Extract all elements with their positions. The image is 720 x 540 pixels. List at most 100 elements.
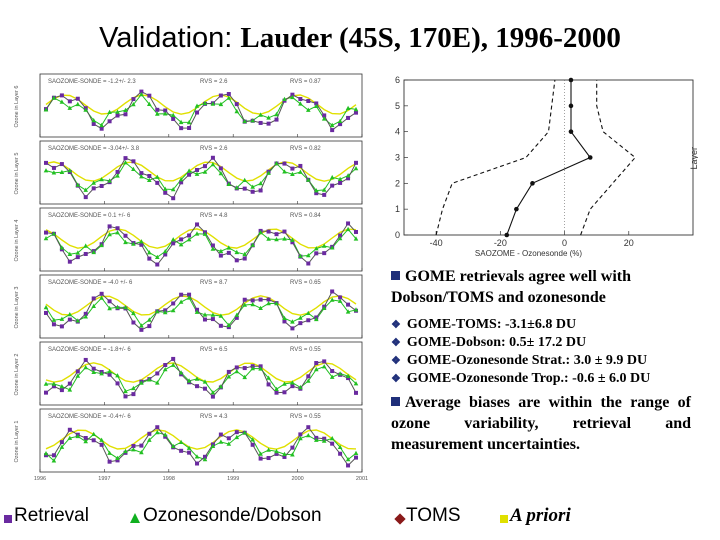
ozonesonde-marker [115,373,120,378]
retrieval-marker [155,180,160,185]
ozonesonde-marker [131,310,136,316]
ozonesonde-marker [250,118,255,123]
square-bullet-icon [391,397,400,406]
ozonesonde-marker [75,250,81,255]
retrieval-marker [163,190,168,195]
retrieval-marker [282,454,287,459]
ozonesonde-marker [218,439,224,444]
retrieval-marker [266,382,271,387]
retrieval-marker [210,243,215,248]
stats-item: ❖ GOME-Ozonesonde Strat.: 3.0 ± 9.9 DU [391,352,691,370]
ozonesonde-marker [250,301,255,307]
retrieval-marker [338,122,343,127]
retrieval-marker [354,229,358,234]
retrieval-marker [75,369,80,374]
ozonesonde-marker [67,387,73,392]
ozonesonde-marker [329,122,335,128]
retrieval-marker [163,108,168,113]
ozonesonde-marker [139,450,144,455]
retrieval-marker [338,180,343,185]
ozonesonde-marker [274,111,279,117]
ozonesonde-marker [186,445,192,450]
ozonesonde-marker [298,384,303,390]
ozonesonde-marker [321,116,327,121]
diamond-bullet-icon: ❖ [391,373,401,385]
ozonesonde-marker [91,431,96,436]
y-tick-label: 4 [395,127,400,137]
retrieval-marker [330,289,335,294]
ozonesonde-marker [99,437,104,442]
retrieval-marker [258,297,263,302]
retrieval-marker [44,310,48,315]
ozonesonde-marker [178,370,184,375]
panel-ylabel: Ozone in Layer 3 [14,287,20,329]
ozonesonde-marker [131,102,136,107]
retrieval-marker [131,159,136,164]
retrieval-marker [322,359,327,364]
ozonesonde-marker [258,305,263,310]
retrieval-marker [163,362,168,367]
retrieval-marker [75,96,80,101]
retrieval-marker [298,97,303,102]
retrieval-line [45,157,357,199]
panel-r-label: RVS = 0.55 [290,347,321,353]
ozonesonde-marker [194,171,200,176]
retrieval-marker [131,320,136,325]
ozonesonde-marker [353,166,359,171]
retrieval-marker [139,443,144,448]
legend-retrieval-label: Retrieval [14,505,89,526]
retrieval-marker [202,386,207,391]
ozonesonde-marker [314,103,319,108]
retrieval-line [45,290,357,331]
x-tick-label: -40 [430,238,443,248]
ozonesonde-marker [83,107,88,112]
retrieval-marker [306,425,311,430]
retrieval-marker [354,455,358,460]
ozonesonde-marker [242,430,247,435]
retrieval-marker [99,442,104,447]
retrieval-marker [59,440,64,445]
retrieval-marker [202,164,207,169]
ozonesonde-marker [170,362,176,367]
panel-stat-label: SAOZOME-SONDE = -1.2+/- 2.3 [48,79,136,85]
ozonesonde-marker [107,305,112,311]
ozonesonde-marker [91,249,96,255]
ozonesonde-marker [298,101,303,106]
ozonesonde-marker [107,109,112,114]
ozonesonde-marker [258,366,263,371]
ozonesonde-marker [234,312,240,317]
y-tick-label: 2 [395,178,400,188]
ozonesonde-marker [282,96,287,101]
retrieval-marker [163,434,168,439]
retrieval-marker [179,292,184,297]
apriori-line [45,362,357,383]
ozonesonde-marker [218,170,224,176]
retrieval-marker [115,226,120,231]
ozonesonde-marker [298,253,303,258]
ozonesonde-marker [274,237,279,242]
retrieval-marker [226,250,231,255]
retrieval-line [45,358,357,398]
ozonesonde-marker [147,377,152,382]
panel-r-label: RVS = 0.87 [290,79,321,85]
apriori-line [45,295,357,316]
panel-ylabel: Ozone in Layer 1 [14,421,20,463]
ozonesonde-marker [274,160,279,166]
ozonesonde-marker [170,443,176,449]
retrieval-marker [226,369,231,374]
ozonesonde-marker [242,251,247,257]
ozonesonde-marker [266,300,271,306]
retrieval-marker [187,450,192,455]
panel-layer-3: Ozone in Layer 3 SAOZOME-SONDE = -4.0 +/-… [14,274,363,339]
retrieval-marker [346,221,351,226]
ozonesonde-marker [155,254,160,259]
retrieval-marker [91,296,96,301]
retrieval-line [45,222,357,266]
ozonesonde-marker [226,374,232,379]
retrieval-marker [99,183,104,188]
retrieval-marker [171,241,176,246]
ozonesonde-marker [210,162,216,167]
ozonesonde-marker [51,458,57,463]
ozonesonde-marker [178,119,184,125]
ozonesonde-marker [298,435,303,441]
